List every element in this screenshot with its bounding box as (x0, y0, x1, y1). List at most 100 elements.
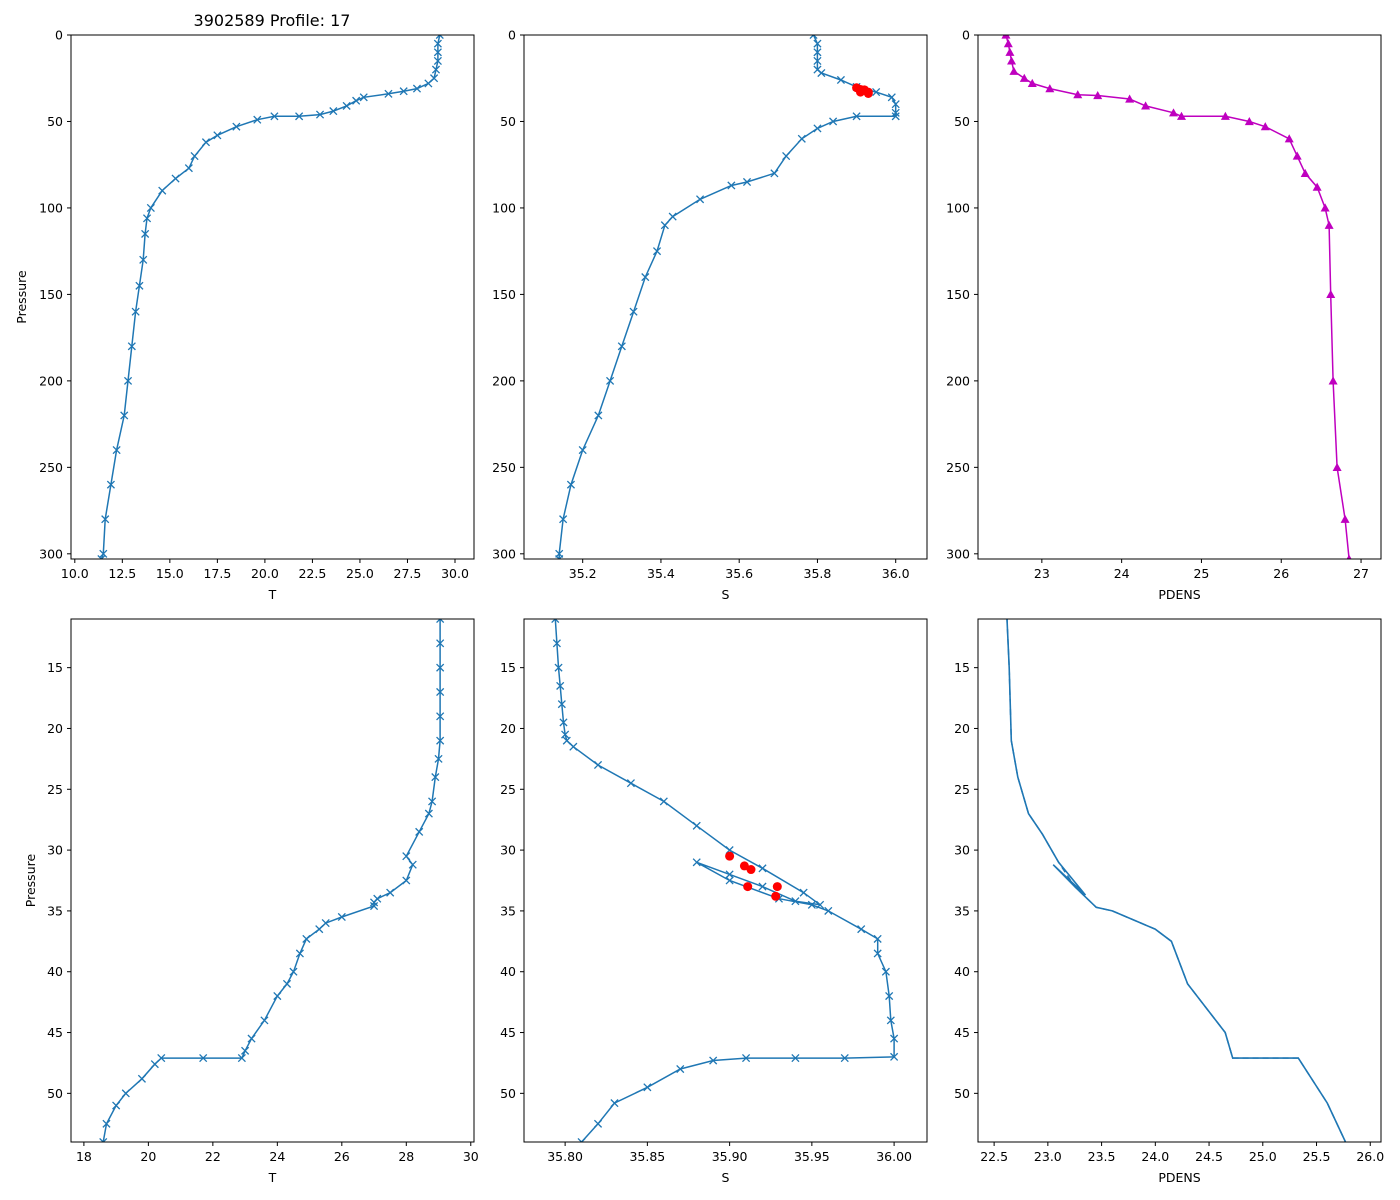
data-point-triangle (1005, 47, 1015, 56)
x-tick-label: 24.5 (1195, 1149, 1223, 1164)
data-point-x (433, 56, 442, 66)
data-point-x (559, 718, 568, 727)
y-tick-label: 100 (39, 200, 63, 215)
y-tick-label: 30 (954, 843, 970, 858)
y-tick-label: 50 (47, 114, 63, 129)
y-tick-label: 250 (492, 460, 516, 475)
data-point-x (431, 773, 440, 782)
data-point-triangle (1093, 91, 1103, 100)
x-tick-label: 24 (269, 1149, 285, 1164)
data-point-x (184, 164, 193, 173)
data-point-x (770, 169, 779, 178)
x-axis-label: T (268, 1170, 277, 1185)
data-point-x (402, 876, 411, 885)
data-point-x (727, 181, 736, 190)
y-tick-label: 250 (946, 460, 970, 475)
data-point-triangle (1312, 182, 1322, 191)
data-point-x (158, 186, 167, 195)
series-line-pdens-dashed (1006, 619, 1347, 1142)
data-point-x (593, 1119, 603, 1128)
y-tick-label: 20 (500, 721, 516, 736)
data-point-triangle (1328, 376, 1338, 385)
data-point-x (696, 195, 705, 204)
data-point-triangle (1073, 90, 1083, 99)
data-point-x (562, 736, 571, 745)
data-point-x (891, 112, 900, 121)
y-tick-label: 40 (47, 964, 63, 979)
x-tick-label: 12.5 (108, 566, 136, 581)
x-tick-label: 35.95 (794, 1149, 830, 1164)
x-tick-label: 25.5 (1303, 1149, 1331, 1164)
data-point-x (799, 888, 808, 897)
data-point-x (329, 107, 338, 116)
y-axis-label: Pressure (14, 270, 29, 324)
data-point-x (840, 1054, 849, 1063)
data-point-x (412, 84, 422, 93)
data-point-x (594, 411, 603, 420)
data-point-x (241, 1046, 250, 1055)
data-point-x (556, 681, 565, 690)
data-point-x (120, 411, 129, 420)
data-point-x (555, 554, 564, 559)
data-point-x (139, 255, 148, 264)
data-point-x (337, 912, 346, 922)
x-tick-label: 20 (140, 1149, 156, 1164)
x-tick-label: 23.5 (1088, 1149, 1116, 1164)
data-point-x (742, 177, 752, 187)
data-point-x (606, 376, 615, 385)
data-point-triangle (1001, 35, 1011, 39)
data-point-x (315, 925, 324, 934)
data-point-x (692, 858, 701, 867)
data-point-x (260, 1016, 269, 1025)
data-point-x (433, 39, 442, 48)
x-axis-label: PDENS (1158, 587, 1200, 602)
flagged-point (863, 88, 873, 98)
data-point-x (201, 138, 211, 147)
x-axis-label: S (722, 1170, 730, 1185)
flagged-point (739, 861, 749, 871)
x-tick-label: 24.0 (1141, 1149, 1169, 1164)
data-point-x (190, 151, 199, 161)
data-point-x (434, 754, 443, 763)
y-tick-label: 150 (492, 287, 516, 302)
data-point-x (127, 342, 136, 351)
data-point-x (135, 281, 144, 290)
y-tick-label: 25 (954, 782, 970, 797)
y-tick-label: 300 (946, 546, 970, 561)
axes-frame (523, 618, 928, 1143)
data-point-x (824, 906, 833, 915)
data-point-x (352, 96, 361, 105)
data-point-x (552, 639, 561, 648)
y-tick-label: 0 (962, 28, 970, 43)
data-point-x (428, 797, 437, 806)
data-point-x (797, 134, 806, 143)
data-point-x (813, 39, 822, 48)
y-tick-label: 40 (954, 964, 970, 979)
flagged-point (725, 851, 735, 861)
data-point-x (577, 1137, 586, 1142)
data-point-x (676, 1064, 685, 1074)
flagged-point (772, 882, 782, 892)
data-point-x (436, 712, 445, 721)
panel-top-salinity: 35.2 35.4 35.6 35.8 36.0 0 50 100 150 200 250 300 S (492, 28, 928, 602)
data-point-x (289, 967, 298, 976)
data-point-x (692, 821, 701, 830)
x-tick-label: 27 (1353, 566, 1369, 581)
series-line-t (102, 619, 441, 1142)
y-tick-label: 30 (500, 843, 516, 858)
data-point-x (578, 445, 587, 455)
data-point-x (247, 1034, 256, 1043)
axes-frame (70, 618, 475, 1143)
x-tick-label: 23.0 (1034, 1149, 1062, 1164)
data-point-x (435, 35, 444, 40)
data-point-x (641, 273, 650, 282)
data-point-triangle (1009, 66, 1019, 75)
data-point-x (709, 1056, 718, 1065)
panel-bottom-density: 22.5 23.0 23.5 24.0 24.5 25.0 25.5 26.0 15 20 25 30… (954, 618, 1384, 1185)
data-point-x (885, 991, 894, 1001)
y-tick-label: 35 (500, 903, 516, 918)
data-point-x (872, 88, 881, 97)
y-tick-label: 35 (47, 903, 63, 918)
flagged-point (743, 882, 753, 892)
